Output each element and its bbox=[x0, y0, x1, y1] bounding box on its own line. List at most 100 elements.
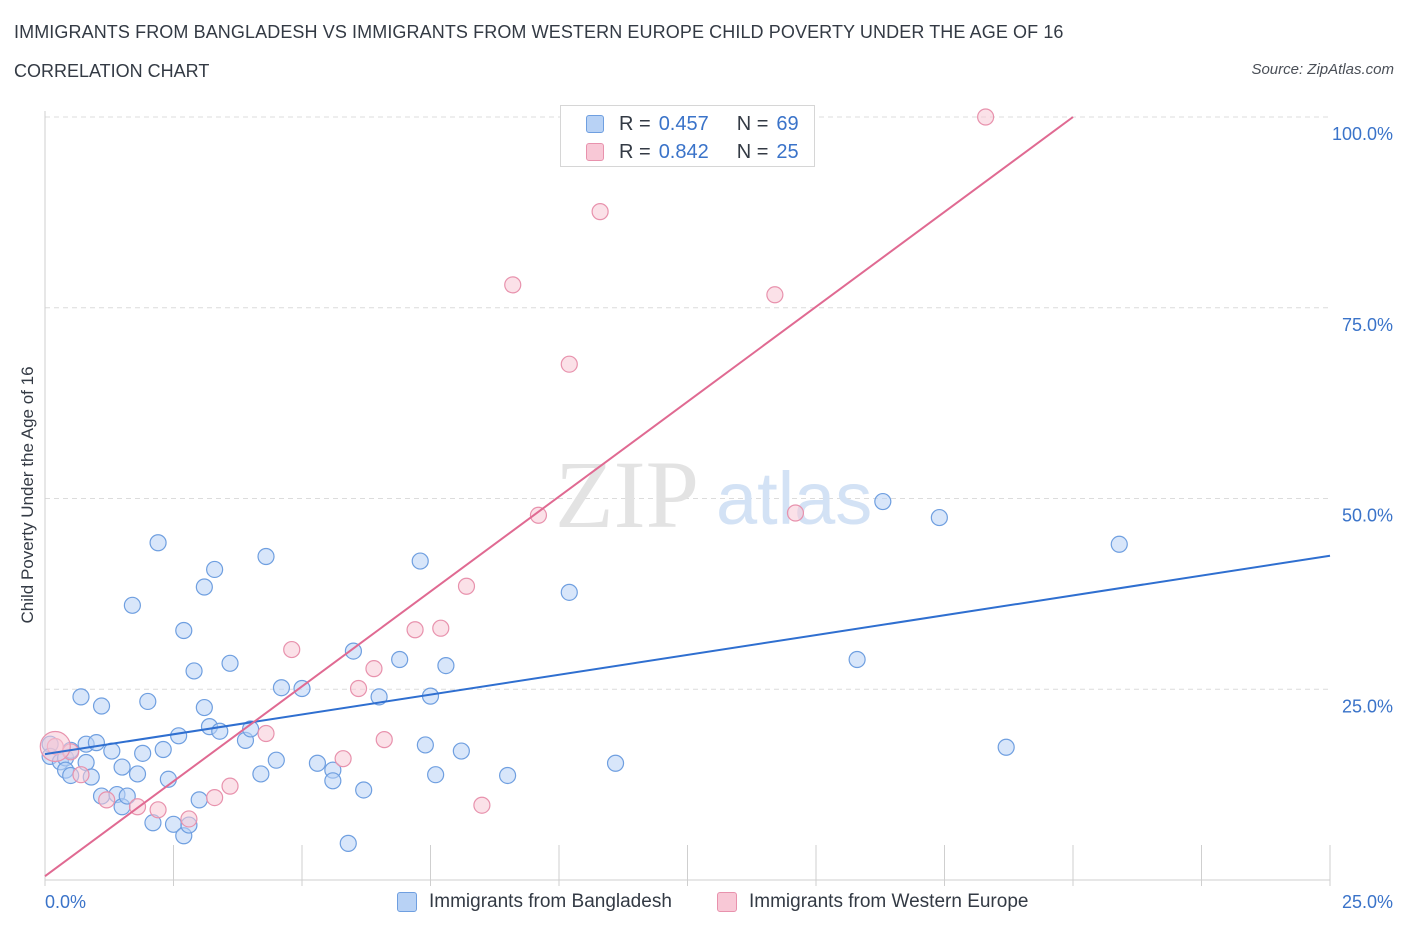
y-tick-label: 100.0% bbox=[1332, 124, 1393, 144]
western-europe-point bbox=[529, 506, 548, 524]
bangladesh-point bbox=[606, 754, 625, 772]
data-points bbox=[39, 108, 1128, 852]
bangladesh-trend-line bbox=[44, 554, 1331, 756]
western-europe-point bbox=[457, 577, 476, 595]
western-europe-point bbox=[375, 731, 393, 749]
bangladesh-point bbox=[427, 766, 445, 784]
x-tick-label-max: 25.0% bbox=[1342, 892, 1393, 912]
bangladesh-point bbox=[339, 834, 357, 852]
bangladesh-point bbox=[452, 742, 470, 760]
legend-n-value: 69 bbox=[776, 112, 799, 135]
western-europe-trend-line bbox=[44, 116, 1074, 877]
bangladesh-point bbox=[267, 751, 285, 769]
western-europe-point bbox=[560, 355, 578, 373]
bottom-legend-bangladesh: Immigrants from Bangladesh bbox=[397, 889, 672, 915]
bottom-legend-swatch-pink bbox=[717, 892, 737, 912]
bangladesh-point bbox=[499, 766, 517, 785]
y-tick-label: 75.0% bbox=[1342, 315, 1393, 335]
western-europe-point bbox=[766, 286, 784, 304]
watermark: ZIP atlas bbox=[555, 441, 872, 548]
bangladesh-point bbox=[139, 692, 157, 711]
bangladesh-point bbox=[123, 596, 141, 614]
western-europe-point bbox=[786, 504, 805, 522]
legend-n-label: N = bbox=[736, 140, 769, 163]
bangladesh-point bbox=[324, 772, 342, 790]
western-europe-point bbox=[206, 788, 224, 807]
bangladesh-point bbox=[272, 679, 291, 697]
bangladesh-point bbox=[257, 547, 275, 566]
bangladesh-point bbox=[355, 781, 373, 799]
bangladesh-point bbox=[195, 578, 213, 596]
bangladesh-point bbox=[175, 621, 193, 640]
western-europe-point bbox=[334, 750, 352, 768]
western-europe-point bbox=[406, 621, 424, 639]
watermark-atlas: atlas bbox=[716, 457, 872, 540]
bangladesh-point bbox=[930, 508, 948, 527]
axes bbox=[44, 111, 1331, 886]
legend-r-label: R = bbox=[619, 140, 651, 163]
bangladesh-point bbox=[195, 698, 213, 717]
legend-r-value: 0.842 bbox=[658, 140, 709, 163]
y-tick-label: 25.0% bbox=[1342, 696, 1393, 716]
bangladesh-point bbox=[206, 560, 224, 579]
correlation-legend: R = 0.457 N = 69 R = 0.842 N = 25 bbox=[560, 105, 815, 167]
bangladesh-point bbox=[997, 738, 1015, 756]
source-label: Source: ZipAtlas.com bbox=[1251, 61, 1394, 78]
western-europe-point bbox=[257, 724, 275, 743]
western-europe-point bbox=[221, 777, 239, 795]
bangladesh-point bbox=[118, 787, 136, 805]
bangladesh-point bbox=[113, 758, 131, 776]
y-tick-label: 50.0% bbox=[1342, 506, 1393, 526]
bangladesh-point bbox=[1110, 535, 1128, 553]
chart-subtitle: CORRELATION CHART bbox=[14, 61, 210, 81]
western-europe-point bbox=[365, 660, 383, 678]
legend-swatch-pink bbox=[586, 143, 604, 161]
bangladesh-point bbox=[72, 688, 90, 706]
legend-n-label: N = bbox=[736, 112, 769, 135]
bangladesh-point bbox=[391, 650, 409, 669]
bangladesh-point bbox=[308, 754, 327, 772]
western-europe-point bbox=[283, 640, 301, 659]
bangladesh-point bbox=[134, 744, 152, 762]
bangladesh-point bbox=[128, 765, 147, 783]
western-europe-point bbox=[180, 810, 198, 828]
bangladesh-point bbox=[149, 534, 167, 552]
bangladesh-point bbox=[170, 727, 188, 745]
bangladesh-point bbox=[92, 697, 111, 715]
x-tick-label-min: 0.0% bbox=[45, 892, 86, 912]
watermark-zip: ZIP bbox=[555, 441, 699, 548]
bangladesh-point bbox=[874, 492, 892, 511]
trend-lines bbox=[44, 116, 1331, 877]
western-europe-point bbox=[349, 679, 368, 698]
bangladesh-point bbox=[344, 642, 362, 660]
legend-row-bangladesh: R = 0.457 N = 69 bbox=[586, 113, 799, 135]
legend-n-value: 25 bbox=[776, 140, 799, 163]
bangladesh-point bbox=[87, 734, 106, 752]
bangladesh-point bbox=[370, 688, 388, 706]
bangladesh-point bbox=[154, 740, 172, 759]
bangladesh-point bbox=[252, 765, 270, 783]
legend-r-label: R = bbox=[619, 112, 651, 135]
bottom-legend-label-western-europe: Immigrants from Western Europe bbox=[749, 891, 1029, 912]
western-europe-point bbox=[504, 276, 522, 294]
western-europe-point bbox=[977, 108, 995, 126]
western-europe-point bbox=[432, 619, 450, 637]
bangladesh-point bbox=[190, 791, 208, 809]
bangladesh-point bbox=[185, 662, 203, 680]
bottom-legend-label-bangladesh: Immigrants from Bangladesh bbox=[429, 891, 672, 912]
bangladesh-point bbox=[560, 583, 578, 601]
chart-title: IMMIGRANTS FROM BANGLADESH VS IMMIGRANTS… bbox=[14, 22, 1064, 42]
bangladesh-point bbox=[411, 552, 429, 570]
western-europe-point bbox=[591, 203, 609, 221]
grid-lines bbox=[45, 116, 1330, 690]
bangladesh-point bbox=[848, 650, 866, 669]
bangladesh-point bbox=[221, 654, 239, 672]
bangladesh-point bbox=[416, 736, 434, 754]
western-europe-point-large bbox=[39, 730, 71, 763]
bangladesh-point bbox=[242, 720, 260, 738]
legend-r-value: 0.457 bbox=[658, 112, 709, 135]
bottom-legend-western-europe: Immigrants from Western Europe bbox=[717, 889, 1028, 915]
legend-swatch-blue bbox=[586, 115, 604, 133]
tick-labels: 25.0% 50.0% 75.0% 100.0% 0.0% 25.0% bbox=[45, 124, 1393, 912]
